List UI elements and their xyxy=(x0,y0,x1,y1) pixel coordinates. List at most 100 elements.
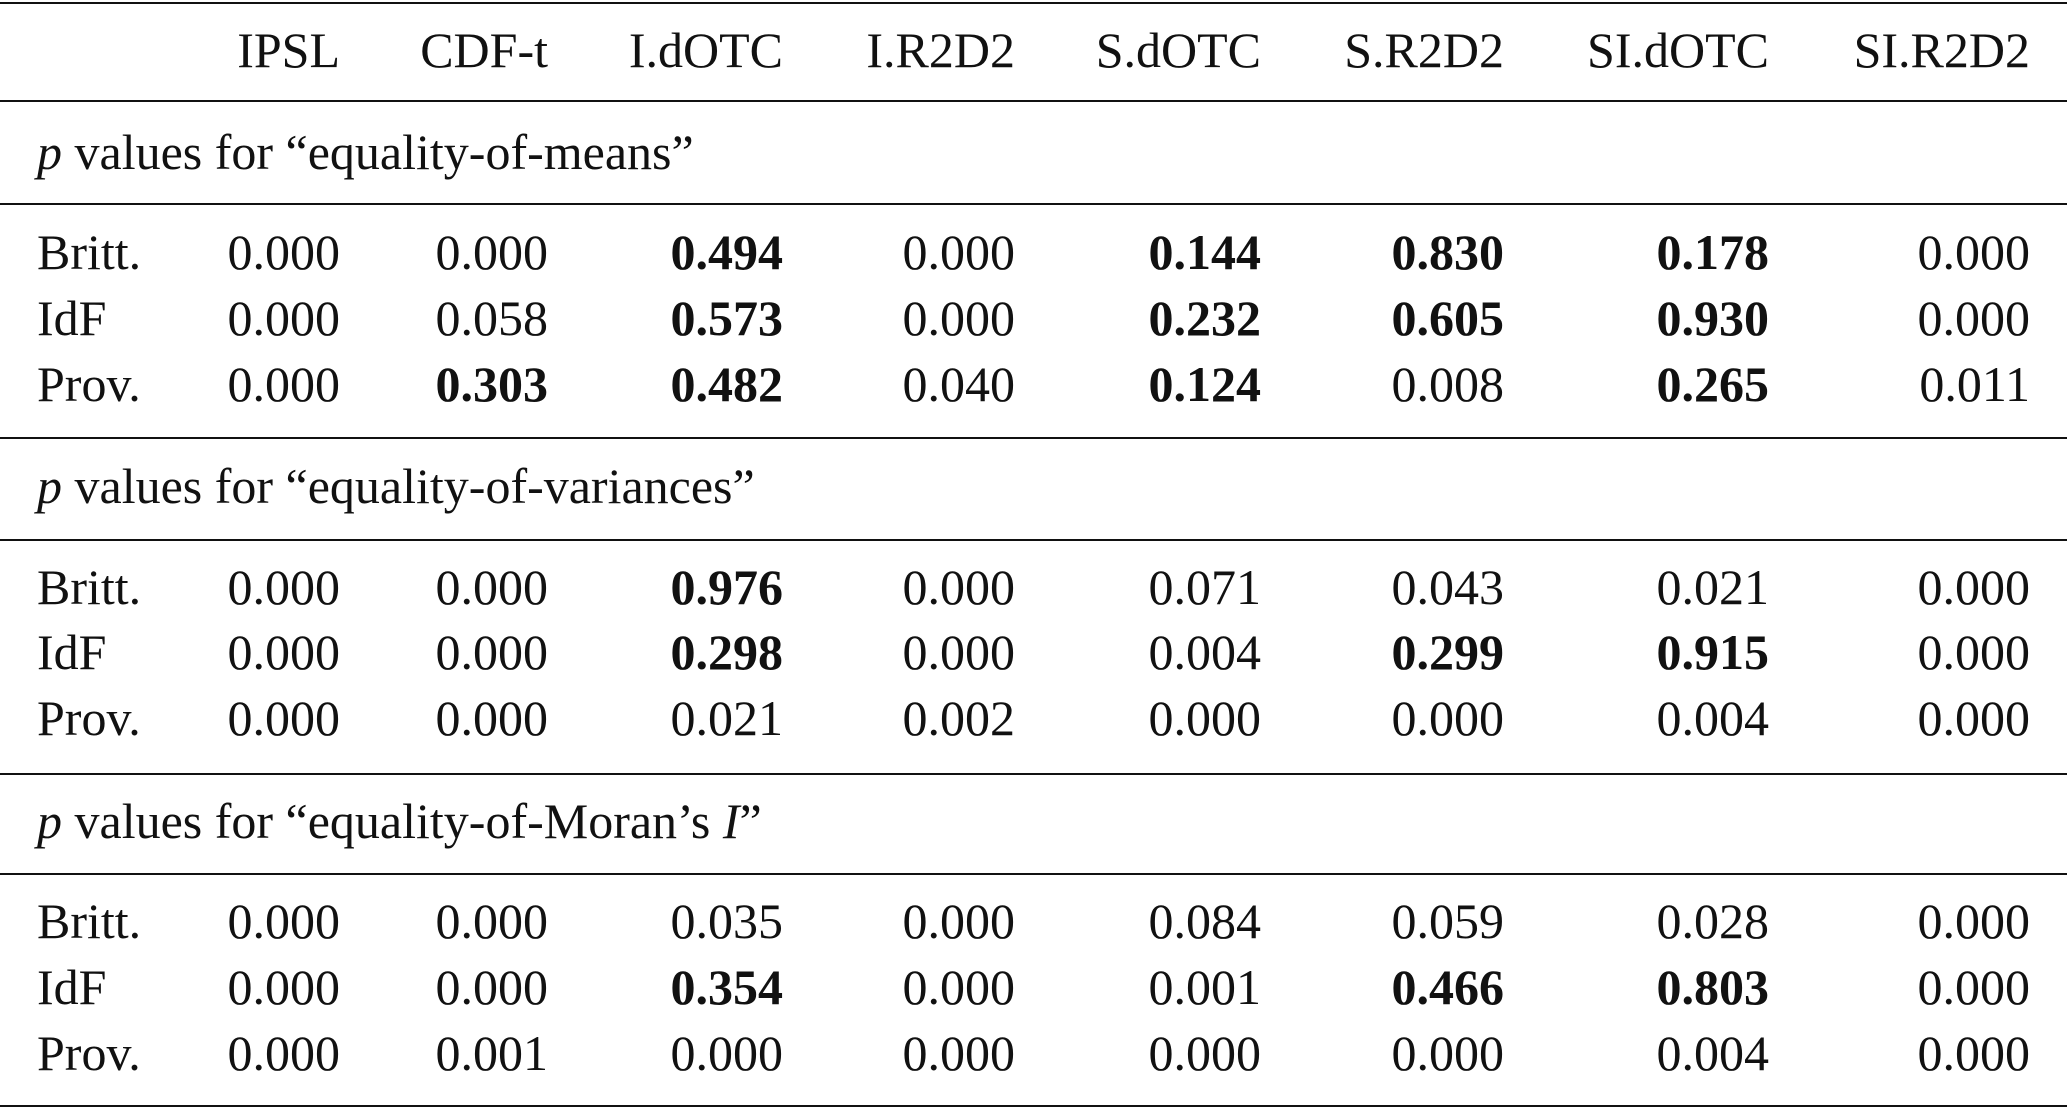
cell: 0.000 xyxy=(902,290,1016,346)
cell: 0.573 xyxy=(670,290,784,346)
cell: 0.004 xyxy=(1656,690,1770,746)
cell: 0.028 xyxy=(1656,893,1770,949)
cell: 0.466 xyxy=(1391,959,1505,1015)
section-title: p values for “equality-of-Moran’s I” xyxy=(37,791,762,851)
cell: 0.002 xyxy=(902,690,1016,746)
cell: 0.803 xyxy=(1656,959,1770,1015)
column-header: I.R2D2 xyxy=(866,22,1015,78)
cell: 0.000 xyxy=(1917,224,2031,280)
rule xyxy=(0,100,2067,102)
cell: 0.004 xyxy=(1656,1025,1770,1081)
cell: 0.000 xyxy=(435,690,549,746)
cell: 0.000 xyxy=(902,559,1016,615)
cell: 0.043 xyxy=(1391,559,1505,615)
cell: 0.494 xyxy=(670,224,784,280)
cell: 0.000 xyxy=(1148,1025,1262,1081)
rule xyxy=(0,1105,2067,1107)
cell: 0.001 xyxy=(1148,959,1262,1015)
column-header: SI.dOTC xyxy=(1587,22,1769,78)
cell: 0.021 xyxy=(1656,559,1770,615)
column-header: SI.R2D2 xyxy=(1853,22,2030,78)
rule xyxy=(0,203,2067,205)
cell: 0.000 xyxy=(902,624,1016,680)
cell: 0.265 xyxy=(1656,356,1770,412)
cell: 0.178 xyxy=(1656,224,1770,280)
title-segment: values for “equality-of-means” xyxy=(62,124,694,180)
row-label: Prov. xyxy=(37,1025,141,1081)
row-label: IdF xyxy=(37,290,107,346)
cell: 0.000 xyxy=(1391,690,1505,746)
cell: 0.303 xyxy=(435,356,549,412)
cell: 0.000 xyxy=(902,893,1016,949)
cell: 0.299 xyxy=(1391,624,1505,680)
cell: 0.124 xyxy=(1148,356,1262,412)
cell: 0.000 xyxy=(435,559,549,615)
row-label: Prov. xyxy=(37,690,141,746)
cell: 0.000 xyxy=(227,224,341,280)
column-header: S.dOTC xyxy=(1095,22,1261,78)
column-header: IPSL xyxy=(237,22,340,78)
cell: 0.000 xyxy=(1917,690,2031,746)
cell: 0.000 xyxy=(1148,690,1262,746)
cell: 0.000 xyxy=(227,1025,341,1081)
title-segment: p xyxy=(37,458,62,514)
cell: 0.144 xyxy=(1148,224,1262,280)
rule xyxy=(0,437,2067,439)
cell: 0.011 xyxy=(1919,356,2030,412)
cell: 0.059 xyxy=(1391,893,1505,949)
title-segment: I xyxy=(722,793,740,849)
cell: 0.930 xyxy=(1656,290,1770,346)
cell: 0.000 xyxy=(1917,559,2031,615)
cell: 0.084 xyxy=(1148,893,1262,949)
cell: 0.000 xyxy=(435,959,549,1015)
cell: 0.000 xyxy=(227,559,341,615)
cell: 0.000 xyxy=(227,959,341,1015)
cell: 0.000 xyxy=(227,624,341,680)
cell: 0.000 xyxy=(1917,893,2031,949)
cell: 0.000 xyxy=(227,290,341,346)
cell: 0.000 xyxy=(227,690,341,746)
cell: 0.482 xyxy=(670,356,784,412)
cell: 0.000 xyxy=(902,224,1016,280)
section-title: p values for “equality-of-variances” xyxy=(37,456,755,516)
row-label: Britt. xyxy=(37,893,142,949)
cell: 0.232 xyxy=(1148,290,1262,346)
column-header: S.R2D2 xyxy=(1344,22,1504,78)
cell: 0.000 xyxy=(902,959,1016,1015)
rule xyxy=(0,873,2067,875)
cell: 0.354 xyxy=(670,959,784,1015)
rule xyxy=(0,2,2067,4)
cell: 0.000 xyxy=(435,893,549,949)
row-label: IdF xyxy=(37,959,107,1015)
column-header: I.dOTC xyxy=(628,22,783,78)
cell: 0.605 xyxy=(1391,290,1505,346)
column-header: CDF-t xyxy=(420,22,548,78)
rule xyxy=(0,539,2067,541)
row-label: IdF xyxy=(37,624,107,680)
cell: 0.021 xyxy=(670,690,784,746)
row-label: Prov. xyxy=(37,356,141,412)
cell: 0.000 xyxy=(1917,1025,2031,1081)
rule xyxy=(0,773,2067,775)
cell: 0.035 xyxy=(670,893,784,949)
row-label: Britt. xyxy=(37,224,142,280)
cell: 0.001 xyxy=(435,1025,549,1081)
cell: 0.298 xyxy=(670,624,784,680)
cell: 0.000 xyxy=(1917,624,2031,680)
cell: 0.830 xyxy=(1391,224,1505,280)
title-segment: p xyxy=(37,124,62,180)
cell: 0.058 xyxy=(435,290,549,346)
cell: 0.000 xyxy=(435,624,549,680)
cell: 0.000 xyxy=(902,1025,1016,1081)
title-segment: ” xyxy=(739,793,762,849)
title-segment: values for “equality-of-variances” xyxy=(62,458,755,514)
cell: 0.000 xyxy=(227,893,341,949)
section-title: p values for “equality-of-means” xyxy=(37,122,694,182)
cell: 0.000 xyxy=(1391,1025,1505,1081)
cell: 0.000 xyxy=(1917,959,2031,1015)
cell: 0.976 xyxy=(670,559,784,615)
cell: 0.040 xyxy=(902,356,1016,412)
cell: 0.004 xyxy=(1148,624,1262,680)
row-label: Britt. xyxy=(37,559,142,615)
